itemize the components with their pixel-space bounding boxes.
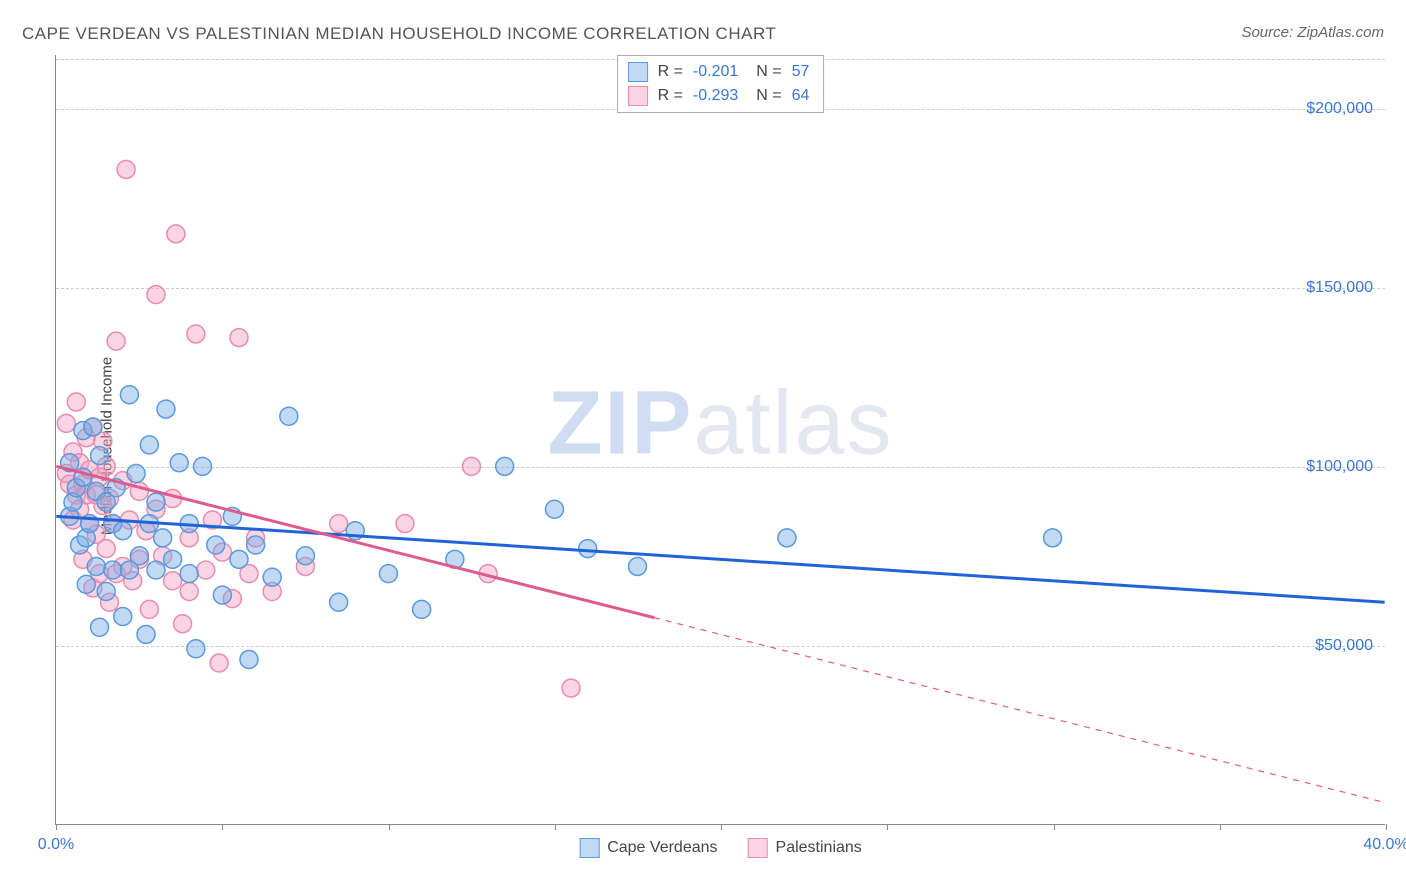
swatch-palestinians [628,86,648,106]
y-tick-label: $150,000 [1306,279,1373,297]
series-legend: Cape Verdeans Palestinians [579,838,862,858]
x-tick-label: 40.0% [1363,836,1406,854]
legend-row-cape-verdeans: R = -0.201 N = 57 [628,60,810,84]
legend-item-cape-verdeans: Cape Verdeans [579,838,717,858]
watermark: ZIPatlas [547,373,893,476]
swatch-palestinians [748,838,768,858]
source-attribution: Source: ZipAtlas.com [1241,24,1384,41]
chart-title: CAPE VERDEAN VS PALESTINIAN MEDIAN HOUSE… [22,24,776,44]
trend-lines [56,55,1385,824]
x-tick-label: 0.0% [38,836,74,854]
legend-row-palestinians: R = -0.293 N = 64 [628,84,810,108]
plot-area: ZIPatlas $50,000 $100,000 $150,000 $200,000… [55,55,1385,825]
correlation-legend: R = -0.201 N = 57 R = -0.293 N = 64 [617,55,825,113]
scatter-points [56,55,1385,824]
swatch-cape-verdeans [628,62,648,82]
legend-item-palestinians: Palestinians [748,838,862,858]
y-tick-label: $200,000 [1306,100,1373,118]
swatch-cape-verdeans [579,838,599,858]
y-tick-label: $100,000 [1306,458,1373,476]
y-tick-label: $50,000 [1315,637,1373,655]
